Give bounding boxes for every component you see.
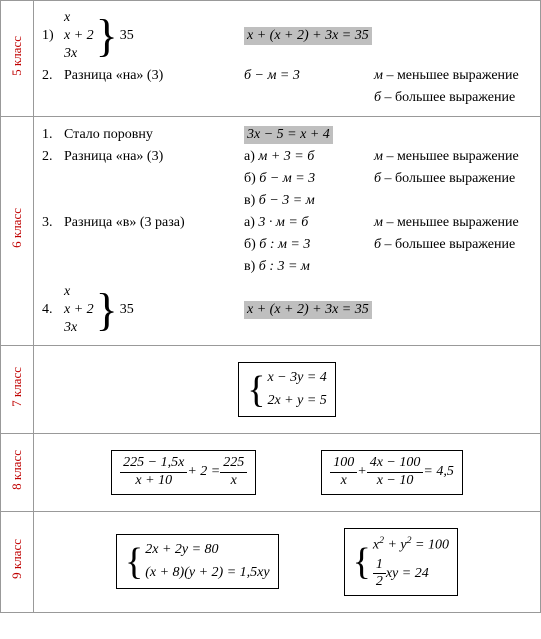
equation: 3x − 5 = x + 4 [244, 126, 333, 144]
item-number: 1. [42, 127, 64, 143]
numerator: 4x − 100 [367, 455, 424, 473]
item-number: 3. [42, 215, 64, 231]
var: б [374, 90, 381, 105]
grade-9-content: { 2x + 2y = 80 (x + 8)(y + 2) = 1,5xy { … [34, 511, 541, 613]
explain-text: – большее выражение [381, 237, 515, 252]
grade-table: 5 класс 1) x x + 2 3x } 35 x + (x + 2) +… [0, 0, 541, 613]
grade-6-content: 1. Стало поровну 3x − 5 = x + 4 2. Разни… [34, 116, 541, 346]
equation: б : 3 = м [259, 259, 310, 274]
grade-5-content: 1) x x + 2 3x } 35 x + (x + 2) + 3x = 35… [34, 1, 541, 117]
boxed-equation: 100x + 4x − 100x − 10 = 4,5 [321, 450, 463, 495]
equation: б − м = 3 [244, 68, 374, 84]
var: м [374, 68, 383, 83]
brace-item: x + 2 [64, 301, 94, 319]
eq-text: = 4,5 [423, 464, 453, 480]
item-number: 4. [42, 302, 64, 318]
grade-8-content: 225 − 1,5xx + 10 + 2 = 225x 100x + 4x − … [34, 433, 541, 511]
var: м [374, 149, 383, 164]
grade-7-cell: 7 класс [1, 346, 34, 434]
item-number: 2. [42, 68, 64, 84]
denominator: x + 10 [120, 473, 187, 490]
equation: (x + 8)(y + 2) = 1,5xy [145, 562, 269, 584]
grade-5-cell: 5 класс [1, 1, 34, 117]
numerator: 225 − 1,5x [120, 455, 187, 473]
equation: б − м = 3 [259, 171, 315, 186]
equation: x + (x + 2) + 3x = 35 [244, 301, 372, 319]
explain-text: – большее выражение [381, 90, 515, 105]
explain-text: – меньшее выражение [383, 149, 519, 164]
item-label: Разница «на» (3) [64, 149, 244, 165]
sub-letter: б) [244, 237, 256, 252]
explain-text: – большее выражение [381, 171, 515, 186]
eq-text: + [357, 464, 366, 480]
right-brace-icon: } [96, 13, 118, 59]
item-label: Разница «в» (3 раза) [64, 215, 244, 231]
explain-text: – меньшее выражение [383, 68, 519, 83]
numerator: 225 [220, 455, 247, 473]
brace-item: x + 2 [64, 27, 94, 45]
left-brace-icon: { [353, 543, 371, 581]
item-number: 1) [42, 28, 64, 44]
grade-7-content: { x − 3y = 4 2x + y = 5 [34, 346, 541, 434]
grade-6-label: 6 класс [9, 208, 25, 248]
item-label: Разница «на» (3) [64, 68, 244, 84]
sub-letter: б) [244, 171, 256, 186]
brace-item: 3x [64, 319, 77, 337]
brace-item: 3x [64, 45, 77, 63]
equation: x + (x + 2) + 3x = 35 [244, 27, 372, 45]
equation: м + 3 = б [258, 149, 314, 164]
grade-8-label: 8 класс [9, 450, 25, 490]
grade-5-label: 5 класс [9, 36, 25, 76]
sub-letter: а) [244, 215, 255, 230]
left-brace-icon: { [247, 371, 265, 409]
item-label: Стало поровну [64, 127, 244, 143]
grade-8-cell: 8 класс [1, 433, 34, 511]
sub-letter: а) [244, 149, 255, 164]
item-number: 2. [42, 149, 64, 165]
grade-9-cell: 9 класс [1, 511, 34, 613]
grade-7-label: 7 класс [9, 367, 25, 407]
equation: x − 3y = 4 [267, 367, 326, 389]
equation: 2x + y = 5 [267, 390, 326, 412]
right-brace-icon: } [96, 287, 118, 333]
grade-6-cell: 6 класс [1, 116, 34, 346]
equation: б − 3 = м [259, 193, 315, 208]
equation: 2x + 2y = 80 [145, 539, 218, 561]
brace-sum: 35 [120, 28, 134, 44]
var: б [374, 237, 381, 252]
brace-sum: 35 [120, 302, 134, 318]
equation: б : м = 3 [259, 237, 310, 252]
boxed-system: { x2 + y2 = 100 12 xy = 24 [344, 528, 458, 597]
brace-group: x x + 2 3x } 35 [64, 9, 134, 64]
grade-9-label: 9 класс [9, 539, 25, 579]
brace-item: x [64, 283, 70, 301]
denominator: x [220, 473, 247, 490]
denominator: x − 10 [367, 473, 424, 490]
var: м [374, 215, 383, 230]
denominator: x [330, 473, 357, 490]
brace-item: x [64, 9, 70, 27]
sub-letter: в) [244, 193, 255, 208]
eq-text: + 2 = [187, 464, 220, 480]
boxed-system: { 2x + 2y = 80 (x + 8)(y + 2) = 1,5xy [116, 534, 279, 589]
equation: 3 · м = б [258, 215, 308, 230]
var: б [374, 171, 381, 186]
numerator: 100 [330, 455, 357, 473]
sub-letter: в) [244, 259, 255, 274]
boxed-system: { x − 3y = 4 2x + y = 5 [238, 362, 336, 417]
left-brace-icon: { [125, 543, 143, 581]
explain-text: – меньшее выражение [383, 215, 519, 230]
brace-group: x x + 2 3x } 35 [64, 283, 134, 338]
equation: x2 + y2 = 100 [373, 533, 449, 557]
equation: 12 xy = 24 [373, 557, 429, 592]
boxed-equation: 225 − 1,5xx + 10 + 2 = 225x [111, 450, 256, 495]
